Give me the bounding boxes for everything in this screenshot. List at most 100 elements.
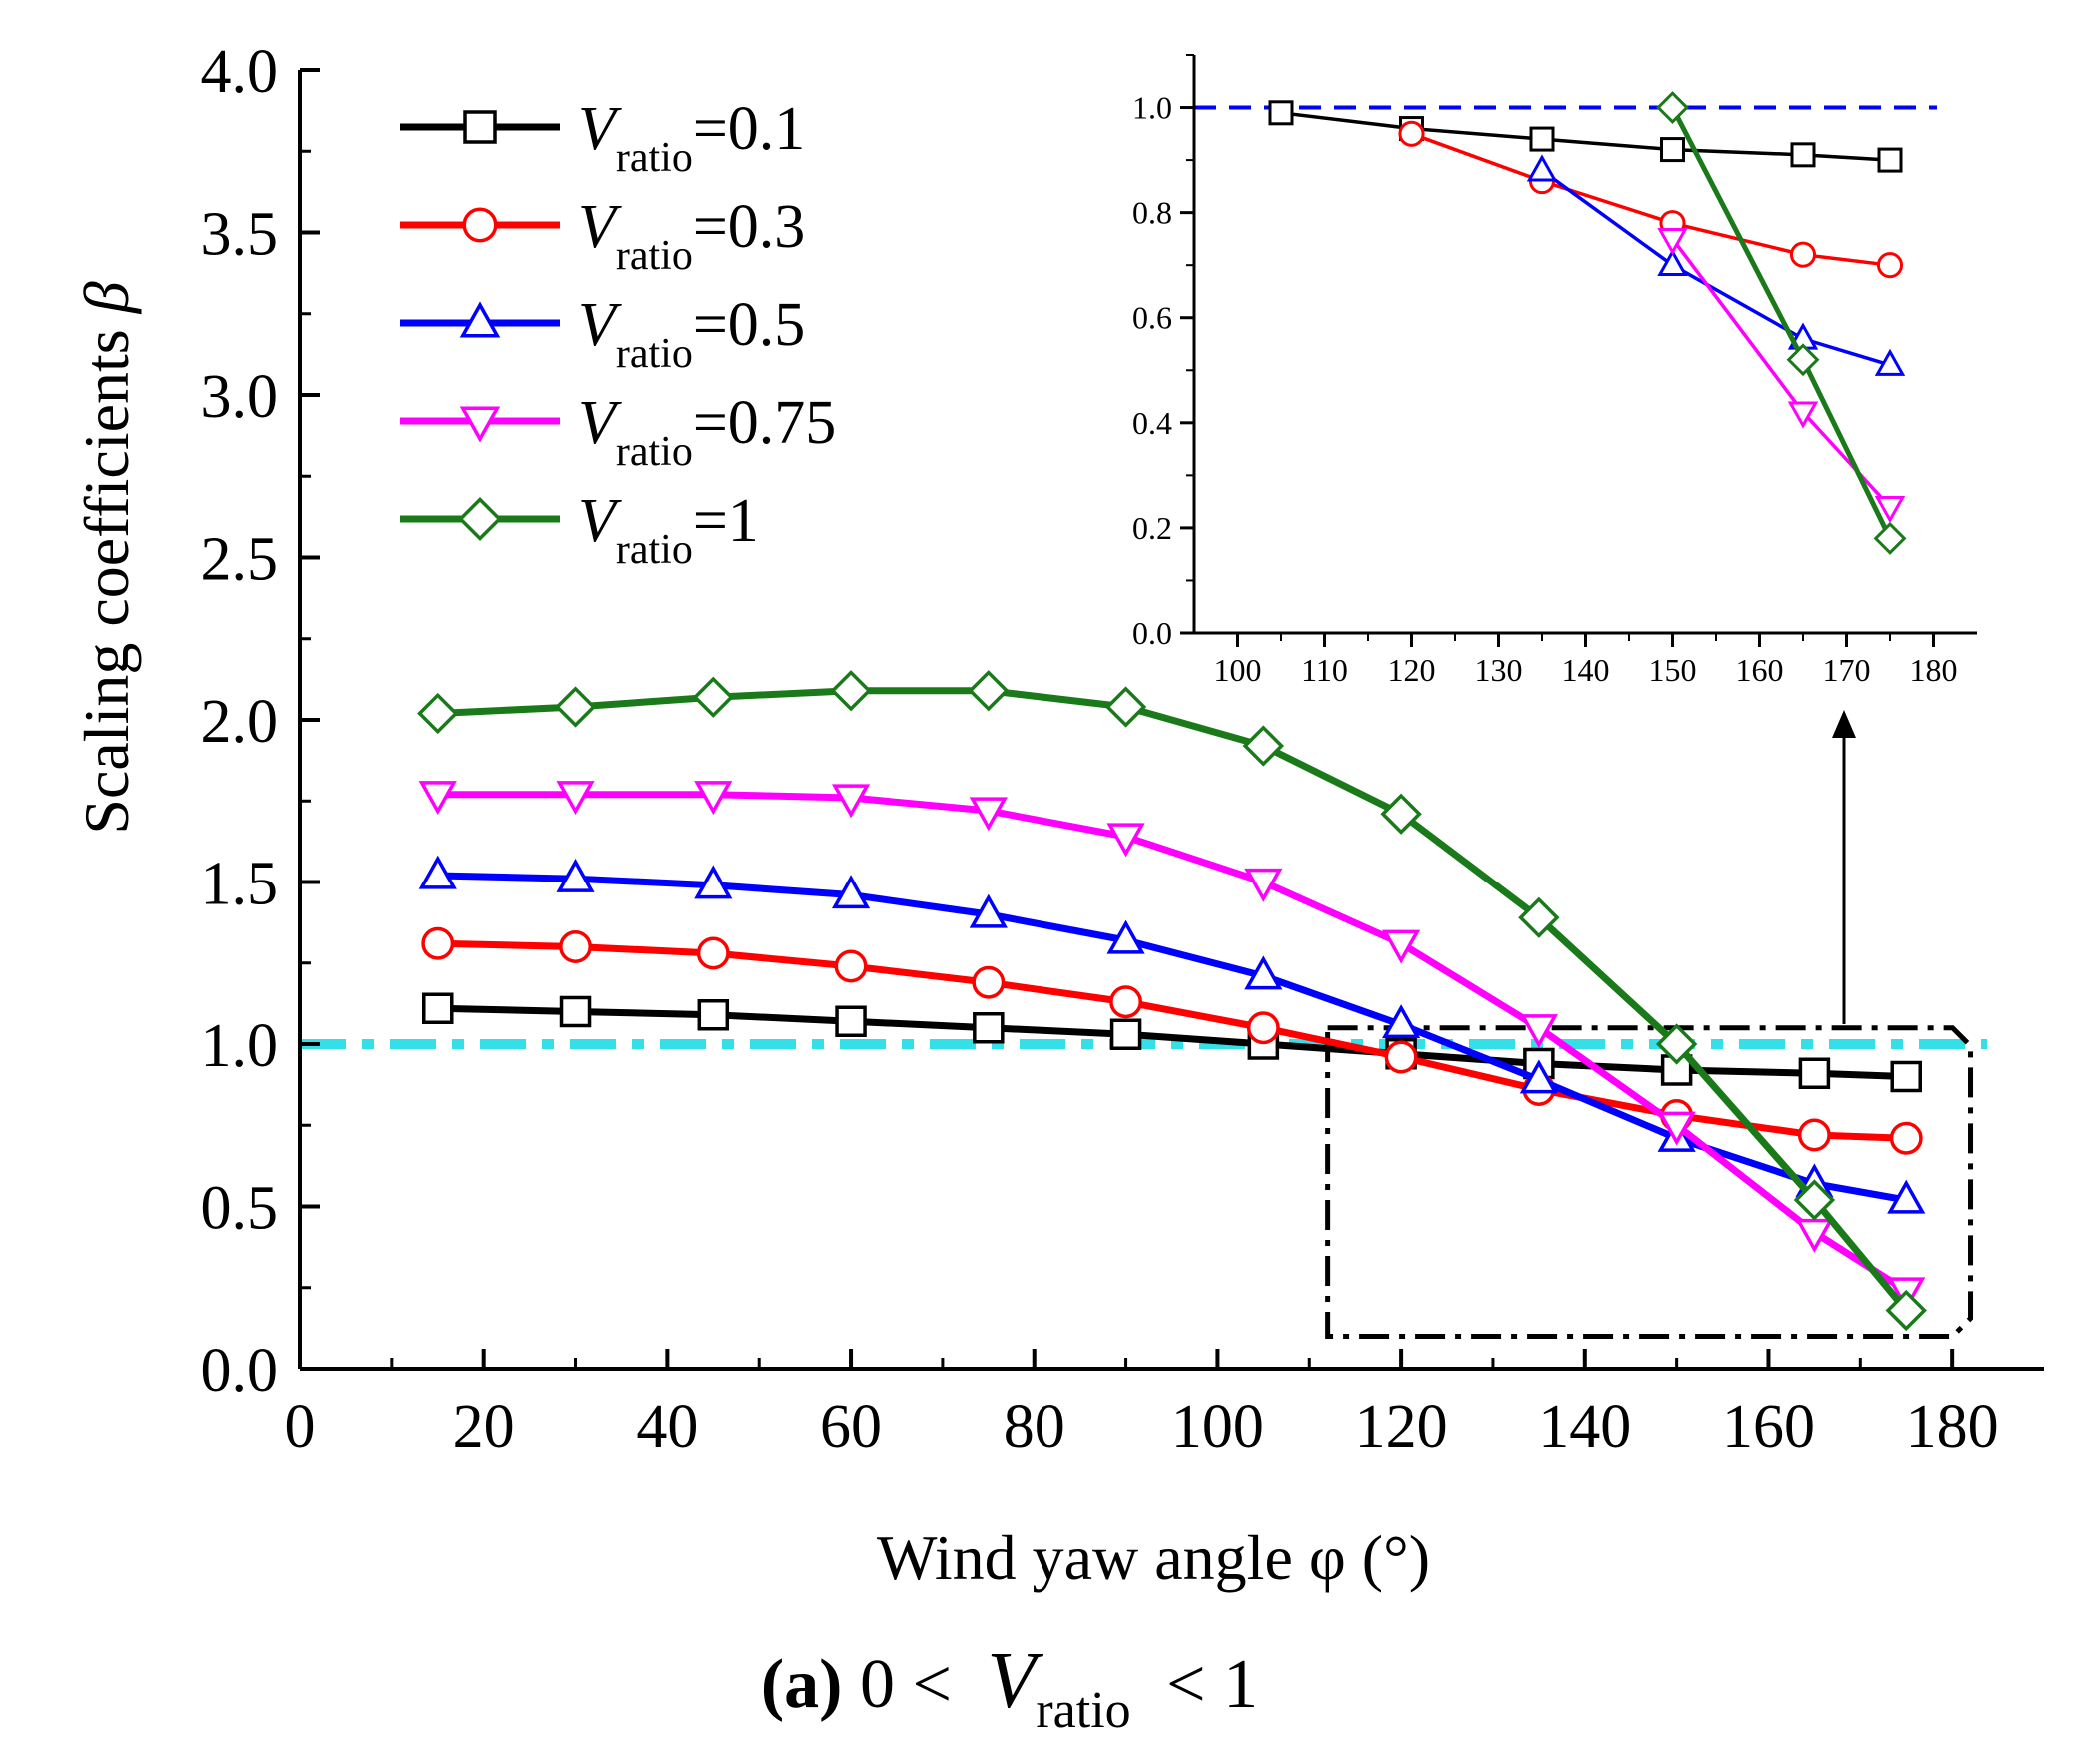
- series-2-point-8: [1519, 1059, 1558, 1094]
- series-1-point-3: [834, 949, 868, 983]
- x-tick-label-1: 20: [453, 1393, 515, 1461]
- legend-label-value-1: =0.3: [693, 193, 805, 261]
- x-tick-label-0: 0: [285, 1393, 316, 1461]
- series-2-point-4: [969, 893, 1008, 928]
- inset-series-0-point-3: [1660, 137, 1685, 163]
- y-tick-label-7: 3.5: [201, 201, 279, 269]
- inset-x-tick-label-3: 130: [1475, 652, 1523, 688]
- series-3-point-9: [1657, 1111, 1696, 1146]
- inset-y-tick-label-3: 0.6: [1132, 300, 1172, 336]
- series-1-point-6: [1246, 1011, 1280, 1045]
- zoom-box: [1325, 1025, 1974, 1339]
- inset-series-line-1: [1410, 132, 1891, 267]
- series-4-point-0: [417, 692, 459, 735]
- inset-x-tick-label-0: 100: [1214, 652, 1262, 688]
- inset-series-0-point-0: [1268, 100, 1294, 126]
- zoom-arrow: [1832, 710, 1856, 1024]
- legend-label-0: Vratio=0.1: [578, 95, 805, 181]
- x-tick-label-6: 120: [1355, 1393, 1448, 1461]
- inset-y-tick-label-2: 0.4: [1132, 405, 1172, 441]
- series-3-point-3: [831, 784, 871, 819]
- x-tick-label-7: 140: [1538, 1393, 1631, 1461]
- legend-label-sub-0: ratio: [616, 135, 693, 181]
- x-axis-label: Wind yaw angle φ (°): [877, 1522, 1430, 1593]
- series-4-point-1: [554, 686, 597, 728]
- legend-marker-1: [462, 207, 498, 243]
- series-2-point-2: [694, 865, 733, 899]
- x-tick-label-9: 180: [1906, 1393, 1999, 1461]
- inset-series-line-0: [1280, 111, 1891, 162]
- inset-series-0-point-2: [1529, 126, 1555, 152]
- caption-label: (a): [761, 1646, 843, 1723]
- legend-label-2: Vratio=0.5: [578, 291, 805, 377]
- inset-series-1-point-4: [1876, 252, 1904, 279]
- series-4-point-3: [830, 670, 872, 712]
- inset-ticks: 100 110 120 130 140 150 160 170 180 0.0 0.2 0.4 0.6 0…: [1132, 54, 1958, 688]
- legend-label-var-2: V: [578, 291, 622, 359]
- series-3-point-8: [1519, 1014, 1558, 1049]
- inset-y-tick-label-5: 1.0: [1132, 90, 1172, 126]
- series-4-point-4: [968, 670, 1010, 712]
- legend-label-var-1: V: [578, 193, 622, 261]
- inset-series-2-point-3: [1874, 348, 1906, 376]
- y-tick-label-4: 2.0: [201, 688, 279, 756]
- series-1-point-2: [696, 936, 730, 970]
- legend-label-value-4: =1: [693, 487, 759, 555]
- inset-series-group: [1268, 91, 1907, 555]
- legend-label-1: Vratio=0.3: [578, 193, 805, 279]
- series-4: [417, 670, 1927, 1332]
- inset-x-tick-label-2: 120: [1388, 652, 1436, 688]
- inset-series-3-point-2: [1874, 496, 1906, 524]
- series-0-point-4: [973, 1012, 1005, 1044]
- inset-y-tick-label-1: 0.2: [1132, 510, 1172, 546]
- legend-label-value-0: =0.1: [693, 95, 805, 163]
- inset-x-tick-label-8: 180: [1910, 652, 1958, 688]
- y-tick-label-2: 1.0: [201, 1012, 279, 1080]
- series-1-point-1: [559, 930, 592, 963]
- series-line-4: [437, 687, 1909, 1313]
- legend-label-sub-4: ratio: [616, 527, 693, 573]
- x-tick-label-3: 60: [820, 1393, 882, 1461]
- series-line-1: [437, 939, 1907, 1142]
- series-4-point-10: [1793, 1179, 1836, 1221]
- series-line-3: [437, 791, 1909, 1294]
- y-tick-label-5: 2.5: [201, 526, 279, 594]
- inset-series-line-2: [1540, 169, 1891, 367]
- legend-label-var-4: V: [578, 487, 622, 555]
- legend-marker-2: [459, 301, 501, 338]
- series-4-point-8: [1518, 896, 1560, 938]
- series-2-point-3: [831, 875, 871, 909]
- legend-label-sub-1: ratio: [616, 233, 693, 279]
- inset-series-3: [1657, 228, 1906, 524]
- caption-var: V: [987, 1637, 1043, 1725]
- x-tick-label-4: 80: [1004, 1393, 1065, 1461]
- series-0-point-10: [1798, 1057, 1831, 1089]
- figure-caption: (a) 0 < Vratio < 1: [761, 1637, 1258, 1743]
- series-1-point-5: [1109, 985, 1143, 1019]
- caption-suffix: < 1: [1166, 1646, 1258, 1723]
- series-0-point-2: [697, 999, 730, 1031]
- series-4-point-6: [1242, 725, 1285, 767]
- inset-series-2-point-1: [1657, 248, 1688, 277]
- series-3-point-2: [694, 781, 733, 816]
- inset-y-tick-label-4: 0.8: [1132, 195, 1172, 231]
- inset-series-2-point-0: [1526, 154, 1558, 182]
- inset-series-4-point-1: [1786, 343, 1820, 377]
- main-series-group: [417, 670, 1927, 1332]
- inset-x-tick-label-5: 150: [1649, 652, 1697, 688]
- series-0-point-11: [1890, 1060, 1922, 1093]
- series-3-point-6: [1244, 868, 1283, 902]
- series-3: [418, 781, 1926, 1312]
- inset-plot: 100 110 120 130 140 150 160 170 180 0.0 0.2 0.4 0.6 0…: [1132, 54, 1977, 688]
- legend-label-sub-2: ratio: [616, 331, 693, 377]
- legend-label-value-3: =0.75: [693, 389, 836, 457]
- inset-series-1-point-3: [1789, 241, 1817, 268]
- zoom-box-frame: [1325, 1025, 1974, 1339]
- legend-label-4: Vratio=1: [578, 487, 759, 573]
- caption-prefix: 0 <: [860, 1646, 952, 1723]
- series-2-point-11: [1887, 1179, 1926, 1214]
- legend-item-0: Vratio=0.1: [400, 95, 805, 181]
- series-1-point-11: [1889, 1121, 1923, 1155]
- series-2-point-0: [418, 855, 457, 889]
